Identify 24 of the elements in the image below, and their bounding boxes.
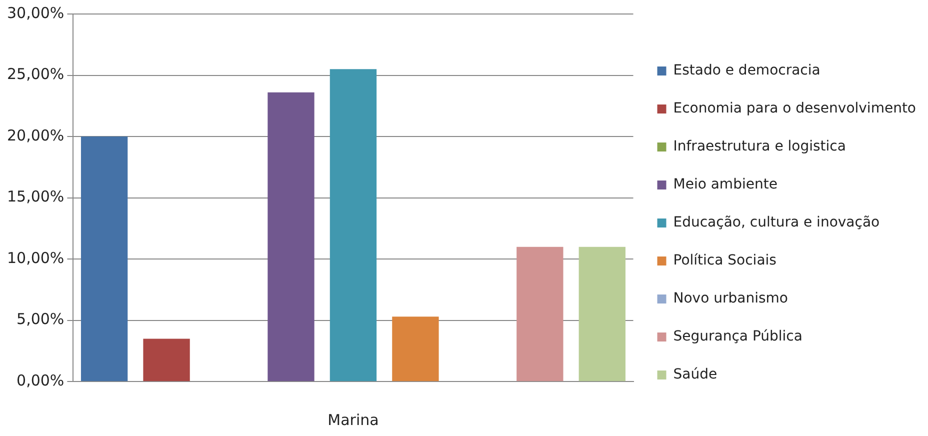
- legend-label: Meio ambiente: [673, 176, 778, 193]
- y-tick-label: 20,00%: [6, 126, 64, 144]
- y-tick-label: 30,00%: [6, 4, 64, 22]
- legend-label: Novo urbanismo: [673, 290, 788, 307]
- bar: [516, 246, 564, 382]
- legend-label: Saúde: [673, 366, 718, 383]
- bar: [330, 69, 377, 382]
- legend-label: Economia para o desenvolvimento: [673, 100, 916, 117]
- legend-label: Educação, cultura e inovação: [673, 214, 880, 231]
- bar: [143, 338, 190, 382]
- legend-label: Infraestrutura e logistica: [673, 138, 846, 155]
- bar: [268, 92, 314, 382]
- y-tick-label: 5,00%: [16, 310, 64, 328]
- legend-label: Segurança Pública: [673, 328, 802, 345]
- legend-label: Política Sociais: [673, 252, 776, 269]
- bar: [578, 246, 626, 382]
- y-tick-label: 25,00%: [6, 65, 64, 84]
- y-tick-label: 15,00%: [6, 188, 64, 206]
- y-tick-label: 10,00%: [6, 248, 64, 267]
- legend-label: Estado e democracia: [673, 62, 820, 79]
- bar: [80, 136, 128, 382]
- bar: [392, 316, 439, 382]
- x-axis-title: Marina: [328, 410, 379, 429]
- y-tick-label: 0,00%: [16, 371, 64, 390]
